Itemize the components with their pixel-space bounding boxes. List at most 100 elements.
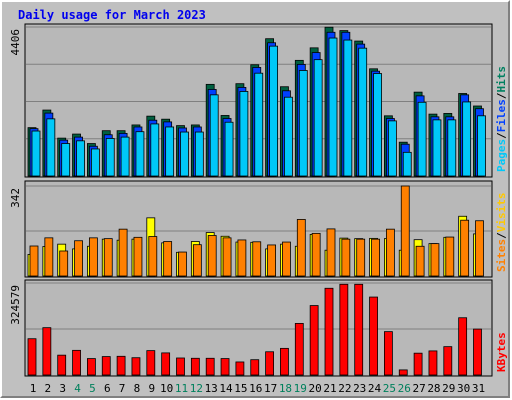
bar-visits-sites-13 — [207, 235, 217, 277]
bar-kbytes-kbytes-12 — [190, 357, 200, 376]
day-label-2: 2 — [45, 382, 52, 395]
day-label-22: 22 — [338, 382, 351, 395]
bar-traffic-pages-26 — [402, 151, 412, 177]
day-label-15: 15 — [234, 382, 247, 395]
legend-item-kbytes-0: KBytes — [495, 332, 508, 372]
legend-item-traffic-0: Pages — [495, 139, 508, 172]
bar-traffic-pages-27 — [417, 101, 427, 177]
bar-kbytes-kbytes-6 — [101, 356, 111, 376]
bar-traffic-pages-29 — [447, 119, 457, 177]
legend-item-visits-0: Sites — [495, 239, 508, 272]
legend-visits: Sites/Visits — [495, 193, 508, 273]
bar-kbytes-kbytes-15 — [235, 361, 245, 376]
day-label-30: 30 — [457, 382, 470, 395]
bar-kbytes-kbytes-11 — [176, 357, 185, 376]
bar-kbytes-kbytes-24 — [369, 296, 378, 376]
max-labels: 4406 342 324579 — [9, 29, 22, 325]
bar-visits-sites-28 — [430, 243, 440, 277]
bar-kbytes-kbytes-30 — [458, 317, 468, 376]
bar-kbytes-kbytes-7 — [116, 355, 126, 376]
bar-kbytes-kbytes-27 — [413, 352, 423, 376]
day-label-8: 8 — [134, 382, 141, 395]
bar-traffic-pages-18 — [284, 96, 293, 177]
bar-kbytes-kbytes-31 — [473, 328, 482, 376]
bars — [27, 26, 486, 376]
bar-traffic-pages-20 — [313, 59, 323, 177]
bar-visits-sites-31 — [475, 220, 484, 277]
bar-visits-sites-24 — [371, 238, 380, 277]
bar-traffic-pages-24 — [373, 73, 382, 177]
bar-kbytes-kbytes-1 — [27, 338, 37, 376]
bar-visits-sites-26 — [400, 185, 410, 277]
day-label-19: 19 — [294, 382, 307, 395]
day-label-14: 14 — [219, 382, 233, 395]
bar-kbytes-kbytes-5 — [87, 358, 96, 376]
bar-traffic-pages-6 — [105, 138, 115, 177]
max-label-visits: 342 — [9, 188, 22, 208]
bar-kbytes-kbytes-10 — [161, 352, 171, 376]
bar-visits-sites-1 — [29, 245, 39, 277]
bar-traffic-pages-9 — [150, 123, 160, 177]
day-label-20: 20 — [309, 382, 322, 395]
bar-traffic-pages-23 — [358, 47, 368, 177]
day-label-13: 13 — [205, 382, 218, 395]
bar-traffic-pages-25 — [387, 120, 397, 177]
bar-visits-sites-27 — [415, 245, 425, 277]
bar-traffic-pages-11 — [180, 131, 189, 177]
bar-kbytes-kbytes-29 — [443, 346, 453, 376]
bar-traffic-pages-28 — [432, 119, 442, 177]
legend-item-traffic-1: / — [495, 132, 508, 139]
day-label-10: 10 — [160, 382, 173, 395]
bar-visits-sites-15 — [237, 239, 247, 277]
bar-kbytes-kbytes-19 — [294, 323, 304, 376]
day-label-29: 29 — [442, 382, 455, 395]
bar-traffic-pages-16 — [254, 72, 264, 177]
day-label-5: 5 — [89, 382, 96, 395]
bar-traffic-pages-2 — [46, 118, 56, 177]
bar-traffic-pages-8 — [135, 131, 145, 177]
bar-traffic-pages-3 — [61, 143, 71, 177]
bar-visits-sites-9 — [148, 236, 158, 277]
bar-visits-sites-5 — [89, 237, 98, 277]
bar-kbytes-kbytes-21 — [324, 287, 334, 376]
bar-traffic-pages-13 — [209, 94, 219, 177]
legend-kbytes: KBytes — [495, 332, 508, 372]
bar-visits-sites-10 — [163, 241, 173, 277]
bar-visits-sites-2 — [44, 237, 54, 277]
bar-visits-sites-11 — [178, 251, 187, 277]
bar-traffic-pages-10 — [165, 126, 175, 177]
bar-visits-sites-17 — [267, 244, 277, 277]
bar-visits-sites-25 — [385, 228, 395, 277]
max-label-kbytes: 324579 — [9, 285, 22, 325]
day-label-17: 17 — [264, 382, 277, 395]
day-label-9: 9 — [148, 382, 155, 395]
bar-visits-sites-30 — [460, 219, 470, 277]
bar-kbytes-kbytes-20 — [309, 305, 319, 376]
bar-visits-sites-16 — [252, 241, 262, 277]
bar-kbytes-kbytes-3 — [57, 354, 67, 376]
bar-visits-sites-29 — [445, 236, 455, 277]
day-label-31: 31 — [472, 382, 485, 395]
day-label-28: 28 — [427, 382, 440, 395]
day-label-12: 12 — [190, 382, 203, 395]
day-label-23: 23 — [353, 382, 366, 395]
legend-item-visits-1: / — [495, 232, 508, 239]
bar-kbytes-kbytes-26 — [398, 369, 408, 376]
bar-visits-sites-12 — [192, 244, 202, 277]
bar-kbytes-kbytes-8 — [131, 357, 141, 376]
bar-kbytes-kbytes-28 — [428, 350, 438, 376]
bar-traffic-pages-17 — [269, 45, 279, 177]
bar-kbytes-kbytes-4 — [72, 349, 81, 376]
bar-visits-sites-23 — [356, 238, 366, 277]
bar-visits-sites-7 — [118, 228, 128, 277]
legend-item-traffic-3: / — [495, 92, 508, 99]
day-label-11: 11 — [175, 382, 188, 395]
bar-traffic-pages-4 — [76, 140, 85, 177]
bar-kbytes-kbytes-17 — [265, 351, 275, 376]
bar-kbytes-kbytes-2 — [42, 327, 52, 376]
bar-visits-sites-14 — [222, 237, 232, 277]
bar-kbytes-kbytes-23 — [354, 283, 364, 376]
day-label-18: 18 — [279, 382, 292, 395]
